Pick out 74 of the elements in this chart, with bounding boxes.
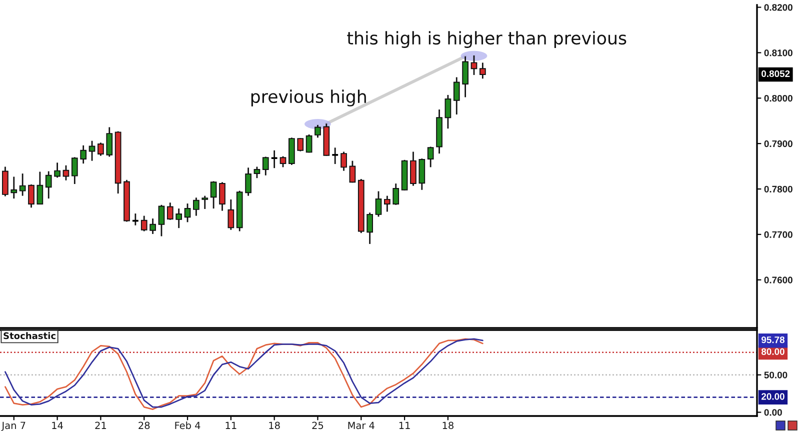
y-tick-label: 0.8000 — [764, 94, 792, 102]
candlestick — [453, 76, 460, 116]
candlestick — [418, 158, 426, 191]
candlestick — [71, 156, 78, 185]
candlestick — [80, 144, 87, 164]
candlestick — [470, 54, 478, 76]
x-tick-label: 18 — [269, 422, 280, 430]
candlestick — [392, 182, 400, 206]
annotation: this high is higher than previous — [347, 31, 626, 48]
candlestick — [19, 172, 26, 196]
candlestick — [314, 124, 321, 138]
y-tick-label: 0.7800 — [764, 186, 792, 192]
y-tick-label: 0.8200 — [764, 4, 792, 11]
candlestick — [270, 150, 278, 169]
y-tick-label: 0.8100 — [764, 50, 792, 56]
x-tick-label: 14 — [52, 422, 63, 429]
x-tick-label: 18 — [442, 422, 454, 430]
x-tick-label: 11 — [226, 422, 236, 429]
candlestick — [349, 160, 356, 184]
candlestick — [375, 190, 382, 218]
y-tick-label: 50.00 — [764, 372, 788, 378]
annotation: previous high — [251, 90, 366, 106]
candlestick — [210, 180, 217, 210]
text: 95.78 — [761, 336, 785, 344]
y-tick-label: 0.7700 — [764, 231, 792, 238]
candlestick — [480, 62, 486, 80]
candlestick — [219, 181, 226, 212]
candlestick — [462, 56, 468, 98]
candlestick — [106, 126, 113, 158]
y-tick-label: 0.00 — [764, 409, 782, 416]
x-tick-label: Mar 4 — [348, 422, 374, 430]
candlestick — [62, 164, 70, 182]
text: 0.8052 — [762, 70, 790, 78]
candlestick — [384, 195, 390, 212]
candlestick — [410, 151, 416, 186]
x-tick-label: 11 — [399, 422, 410, 429]
candlestick — [193, 196, 200, 216]
x-tick-label: Feb 4 — [175, 422, 200, 430]
candlestick — [427, 146, 434, 168]
chart-title: Stochastic — [4, 332, 56, 340]
candlestick — [158, 204, 165, 237]
candlestick — [36, 171, 44, 206]
candlestick — [228, 198, 234, 231]
candlestick — [331, 146, 339, 165]
candlestick — [166, 202, 174, 221]
y-tick-label: 0.7600 — [764, 276, 792, 284]
candlestick — [254, 166, 260, 179]
candlestick — [184, 202, 191, 223]
candlestick — [297, 137, 304, 152]
y-tick-label: 0.7900 — [764, 140, 792, 148]
candlestick — [88, 140, 96, 162]
candlestick — [45, 170, 52, 200]
candlestick — [262, 156, 269, 176]
x-tick-label: 28 — [138, 422, 150, 430]
candlestick — [28, 184, 34, 208]
candlestick — [306, 134, 312, 154]
ref-line-label: 20.00 — [761, 393, 784, 400]
x-tick-label: 21 — [95, 422, 106, 429]
candlestick — [140, 215, 148, 232]
x-tick-label: 25 — [312, 422, 324, 430]
candlestick — [98, 142, 104, 157]
candlestick — [366, 212, 373, 245]
candlestick — [2, 166, 8, 197]
candlestick — [340, 151, 347, 172]
candlestick — [176, 208, 182, 229]
candlestick — [280, 156, 286, 168]
candlestick — [10, 176, 18, 200]
candlestick — [150, 218, 156, 235]
candlestick — [444, 94, 452, 130]
x-tick-label: Jan 7 — [1, 422, 26, 431]
candlestick — [245, 166, 252, 196]
candlestick — [202, 195, 208, 210]
ref-line-label: 80.00 — [761, 348, 784, 355]
candlestick — [54, 162, 60, 178]
